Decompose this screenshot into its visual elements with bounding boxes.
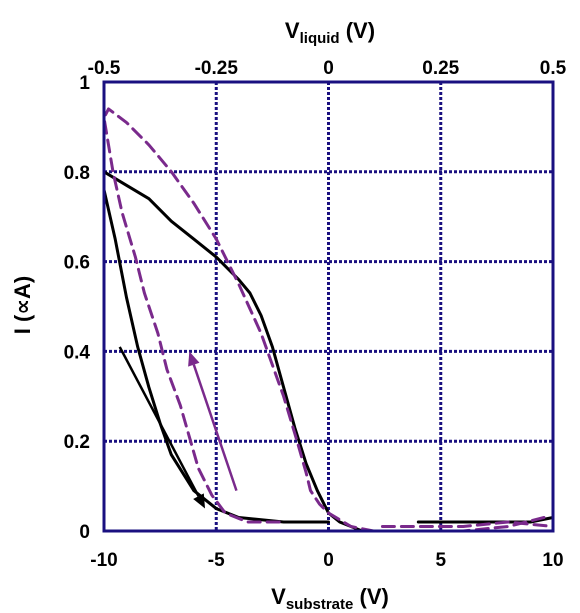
top-axis-title: Vliquid (V) xyxy=(285,18,375,47)
y-tick-label: 1 xyxy=(79,73,90,94)
arrow-head-1 xyxy=(193,493,206,509)
tick-labels: -10 -5 0 5 10 -0.5 -0.25 0 0.25 0.5 0 0.2 0.4 0.6 0.8 1 xyxy=(64,58,567,571)
top-tick-label: 0.25 xyxy=(422,58,459,79)
y-tick-label: 0.8 xyxy=(64,163,90,184)
series-line-3 xyxy=(102,107,546,533)
x-tick-label: -5 xyxy=(208,550,225,571)
top-tick-label: 0 xyxy=(323,58,334,79)
arrow-shaft-1 xyxy=(118,346,200,497)
y-tick-label: 0.6 xyxy=(64,253,90,274)
y-tick-label: 0.2 xyxy=(64,432,90,453)
top-tick-label: -0.25 xyxy=(195,58,239,79)
x-tick-label: -10 xyxy=(90,550,117,571)
top-tick-label: 0.5 xyxy=(540,58,567,79)
series-layer xyxy=(102,107,555,533)
arrow-shaft-2 xyxy=(192,364,238,491)
series-line-2 xyxy=(416,516,555,524)
y-tick-label: 0 xyxy=(79,522,90,543)
y-tick-label: 0.4 xyxy=(64,342,91,363)
x-tick-label: 10 xyxy=(542,550,563,571)
y-axis-title: I (∝A) xyxy=(10,276,35,334)
series-line-4 xyxy=(380,520,555,528)
plot-frame xyxy=(102,80,555,533)
x-tick-label: 0 xyxy=(323,550,334,571)
arrows-layer xyxy=(118,346,238,509)
bottom-axis-title: Vsubstrate (V) xyxy=(271,584,389,613)
arrow-head-2 xyxy=(188,351,200,367)
grid-lines xyxy=(102,80,555,533)
top-tick-label: -0.5 xyxy=(88,58,121,79)
x-tick-label: 5 xyxy=(435,550,446,571)
series-line-1 xyxy=(102,170,364,533)
